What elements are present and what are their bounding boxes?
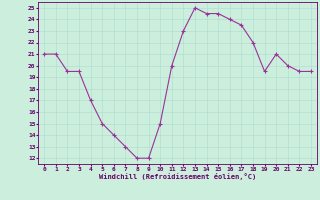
X-axis label: Windchill (Refroidissement éolien,°C): Windchill (Refroidissement éolien,°C) <box>99 173 256 180</box>
